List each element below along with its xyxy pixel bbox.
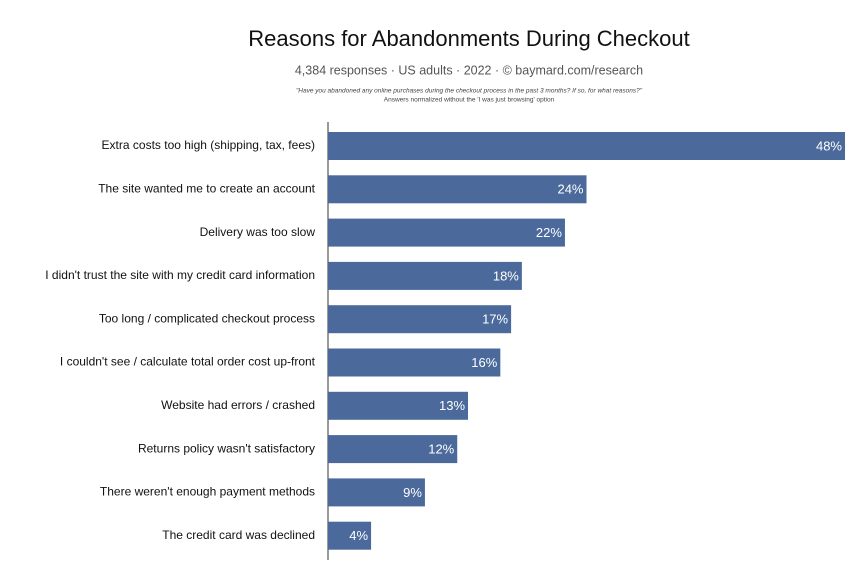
category-label: The credit card was declined [162,528,315,542]
category-label: Too long / complicated checkout process [99,311,315,325]
category-label: I didn't trust the site with my credit c… [45,268,315,282]
category-label: Extra costs too high (shipping, tax, fee… [102,138,315,152]
value-label: 24% [557,182,583,197]
value-label: 16% [471,355,497,370]
bar [328,348,501,377]
value-label: 13% [439,398,465,413]
bar [328,261,522,290]
value-label: 22% [536,225,562,240]
category-label: I couldn't see / calculate total order c… [60,355,316,369]
bar [328,521,372,550]
bar [328,218,565,247]
value-label: 18% [493,268,519,283]
note: Answers normalized without the 'I was ju… [384,97,555,104]
note: "Have you abandoned any online purchases… [296,88,643,95]
category-label: The site wanted me to create an account [98,181,315,195]
category-label: Returns policy wasn't satisfactory [138,441,315,455]
value-label: 4% [349,528,368,543]
bar [328,305,512,334]
subtitle: 4,384 responses · US adults · 2022 · © b… [295,63,643,77]
category-label: Website had errors / crashed [161,398,315,412]
value-label: 48% [816,138,842,153]
value-label: 12% [428,442,454,457]
bar [328,435,458,464]
bar [328,132,845,160]
bar [328,478,425,507]
category-label: There weren't enough payment methods [100,485,315,499]
chart-title: Reasons for Abandonments During Checkout [248,26,689,51]
bar [328,175,587,204]
value-label: 9% [403,485,422,500]
category-label: Delivery was too slow [200,225,316,239]
value-label: 17% [482,312,508,327]
bar [328,391,469,420]
